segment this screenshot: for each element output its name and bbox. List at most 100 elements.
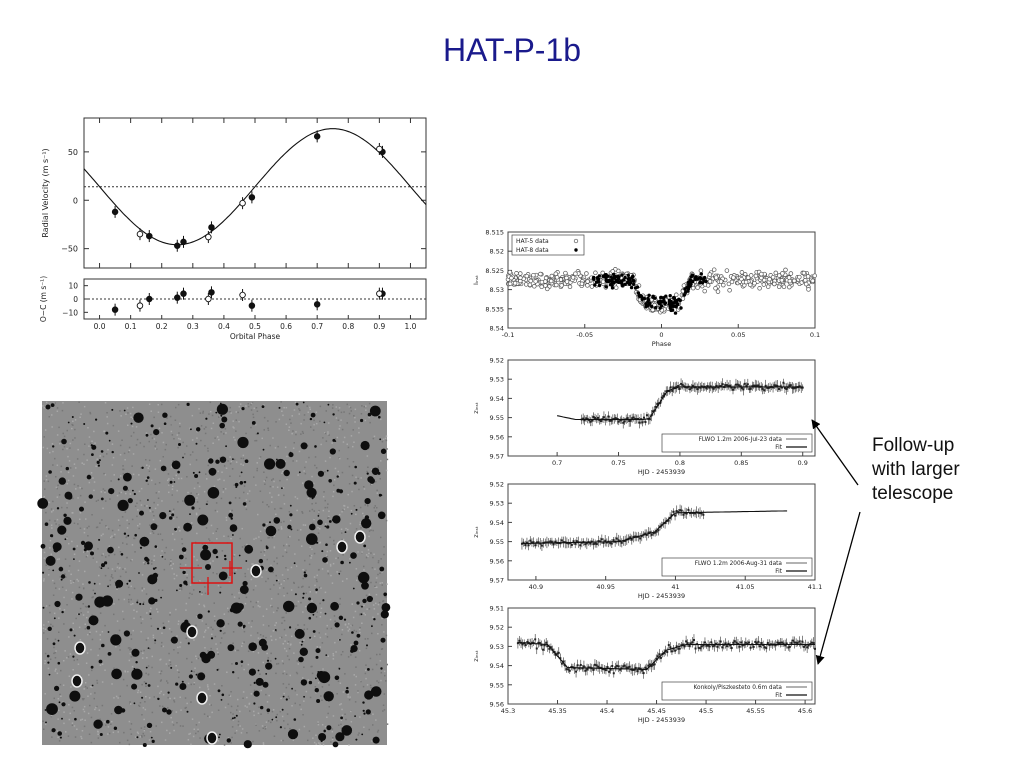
noise-speck [207, 627, 209, 629]
noise-speck [132, 655, 134, 658]
noise-speck [119, 741, 121, 744]
star [46, 703, 58, 715]
noise-speck [336, 693, 338, 695]
noise-speck [207, 458, 210, 460]
star [308, 680, 313, 685]
noise-speck [269, 485, 272, 488]
y-axis-label: zᵢₙₛₜ [472, 650, 480, 662]
noise-speck [267, 712, 269, 714]
noise-speck [151, 530, 154, 533]
noise-speck [104, 669, 106, 671]
hat5-data-point [538, 271, 543, 277]
noise-speck [169, 562, 172, 564]
noise-speck [355, 528, 358, 530]
noise-speck [374, 510, 377, 512]
noise-speck [277, 579, 280, 582]
noise-speck [58, 524, 60, 526]
photometry-point [538, 642, 541, 645]
noise-speck [297, 600, 300, 603]
noise-speck [377, 466, 380, 469]
noise-speck [311, 508, 314, 511]
noise-speck [367, 505, 369, 507]
noise-speck [230, 705, 233, 708]
noise-speck [252, 589, 255, 591]
noise-speck [153, 438, 156, 440]
noise-speck [279, 507, 282, 510]
noise-speck [47, 574, 50, 576]
photometry-point [652, 663, 655, 666]
noise-speck [320, 607, 323, 610]
noise-speck [231, 468, 234, 470]
noise-speck [212, 532, 214, 535]
noise-speck [56, 672, 59, 675]
noise-speck [108, 545, 111, 548]
noise-speck [102, 533, 104, 535]
noise-speck [233, 458, 236, 461]
photometry-point [745, 385, 748, 388]
x-tick-label: 40.9 [529, 583, 543, 591]
photometry-point [657, 529, 660, 532]
noise-speck [83, 531, 86, 534]
photometry-point [694, 512, 697, 515]
noise-speck [172, 517, 175, 520]
photometry-point [567, 668, 570, 671]
noise-speck [260, 713, 262, 715]
x-tick-label: 0.2 [156, 322, 168, 331]
noise-speck [152, 636, 155, 639]
noise-speck [288, 683, 290, 686]
photometry-point [681, 383, 684, 386]
photometry-point [598, 666, 601, 669]
star [139, 510, 144, 516]
noise-speck [359, 521, 362, 523]
noise-speck [332, 653, 334, 655]
star [224, 557, 227, 561]
noise-speck [318, 509, 320, 512]
noise-speck [284, 727, 286, 730]
noise-speck [243, 460, 246, 462]
noise-speck [73, 463, 76, 465]
photometry-point [544, 541, 547, 544]
hat5-data-point [761, 282, 767, 287]
noise-speck [140, 650, 142, 652]
star [264, 458, 276, 470]
noise-speck [266, 558, 268, 561]
noise-speck [352, 616, 355, 619]
noise-speck [282, 643, 284, 645]
noise-speck [348, 699, 351, 701]
star [316, 699, 321, 703]
hat8-data-point [659, 295, 663, 300]
callout-line: Follow-up [872, 435, 955, 456]
hat8-data-point [658, 302, 662, 306]
rv-data-point [111, 208, 119, 216]
star [215, 459, 220, 464]
hat8-data-point [626, 273, 630, 277]
noise-speck [140, 467, 142, 469]
hat5-data-point [518, 275, 523, 281]
noise-speck [230, 718, 233, 721]
noise-speck [158, 491, 160, 493]
hat5-data-point [759, 275, 764, 281]
noise-speck [372, 724, 374, 726]
noise-speck [74, 736, 77, 738]
hat5-data-point [765, 284, 771, 289]
noise-speck [244, 593, 247, 595]
noise-speck [185, 557, 187, 560]
hat5-data-point [564, 279, 570, 284]
star [187, 642, 190, 645]
star [216, 668, 219, 671]
star [354, 465, 358, 469]
noise-speck [293, 442, 295, 444]
noise-speck [129, 703, 132, 705]
photometry-point [801, 640, 804, 643]
noise-speck [160, 658, 162, 661]
photometry-point [773, 384, 776, 387]
noise-speck [83, 405, 86, 408]
noise-speck [86, 606, 88, 608]
noise-speck [341, 532, 343, 534]
noise-speck [244, 575, 247, 578]
noise-speck [288, 545, 290, 547]
noise-speck [188, 733, 190, 735]
noise-speck [247, 492, 249, 495]
noise-speck [49, 658, 52, 660]
